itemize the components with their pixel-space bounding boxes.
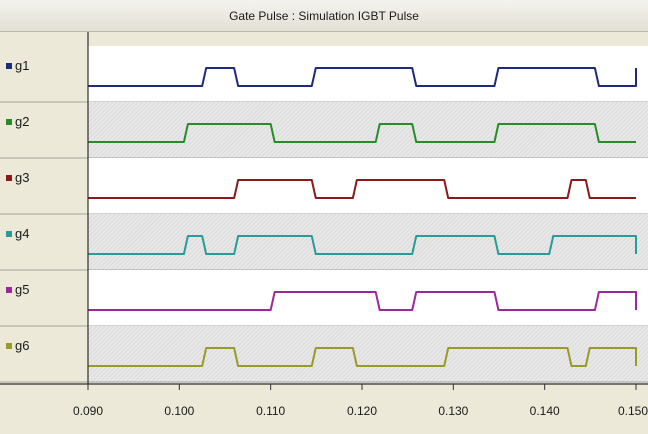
window-title: Gate Pulse : Simulation IGBT Pulse [229, 8, 419, 23]
waveform-g4 [88, 235, 637, 255]
row-band-g6 [88, 326, 648, 382]
waveform-g2 [88, 123, 636, 143]
x-tick-label: 0.120 [347, 404, 377, 418]
legend-label-g6: g6 [15, 338, 29, 353]
row-band-g2 [88, 102, 648, 158]
legend-panel [0, 32, 88, 384]
legend-label-g2: g2 [15, 114, 29, 129]
legend-label-g1: g1 [15, 58, 29, 73]
legend-label-g5: g5 [15, 282, 29, 297]
waveform-g6 [88, 347, 637, 367]
legend-marker-g5 [6, 287, 12, 293]
window-title-bar: Gate Pulse : Simulation IGBT Pulse [0, 0, 648, 32]
legend-label-g4: g4 [15, 226, 29, 241]
row-band-g5 [88, 270, 648, 326]
waveform-g5 [88, 291, 637, 311]
legend-marker-g1 [6, 63, 12, 69]
legend-marker-g6 [6, 343, 12, 349]
x-tick-label: 0.150 [618, 404, 648, 418]
row-band-g1 [88, 46, 648, 102]
waveform-g3 [88, 179, 636, 199]
row-band-g4 [88, 214, 648, 270]
timing-chart: g1 g2 g3 g4 g5 g6 0.090 0.100 0.110 0.120 0.130 0.… [0, 32, 648, 418]
legend-marker-g3 [6, 175, 12, 181]
legend-label-g3: g3 [15, 170, 29, 185]
x-tick-label: 0.110 [256, 404, 285, 418]
x-tick-label: 0.140 [530, 404, 560, 418]
legend-marker-g4 [6, 231, 12, 237]
legend-marker-g2 [6, 119, 12, 125]
x-tick-label: 0.090 [73, 404, 103, 418]
timing-chart-area: g1 g2 g3 g4 g5 g6 0.090 0.100 0.110 0.120 0.130 0.… [0, 32, 648, 434]
waveform-g1 [88, 67, 637, 87]
x-tick-label: 0.100 [164, 404, 194, 418]
x-tick-label: 0.130 [438, 404, 468, 418]
row-band-g3 [88, 158, 648, 214]
